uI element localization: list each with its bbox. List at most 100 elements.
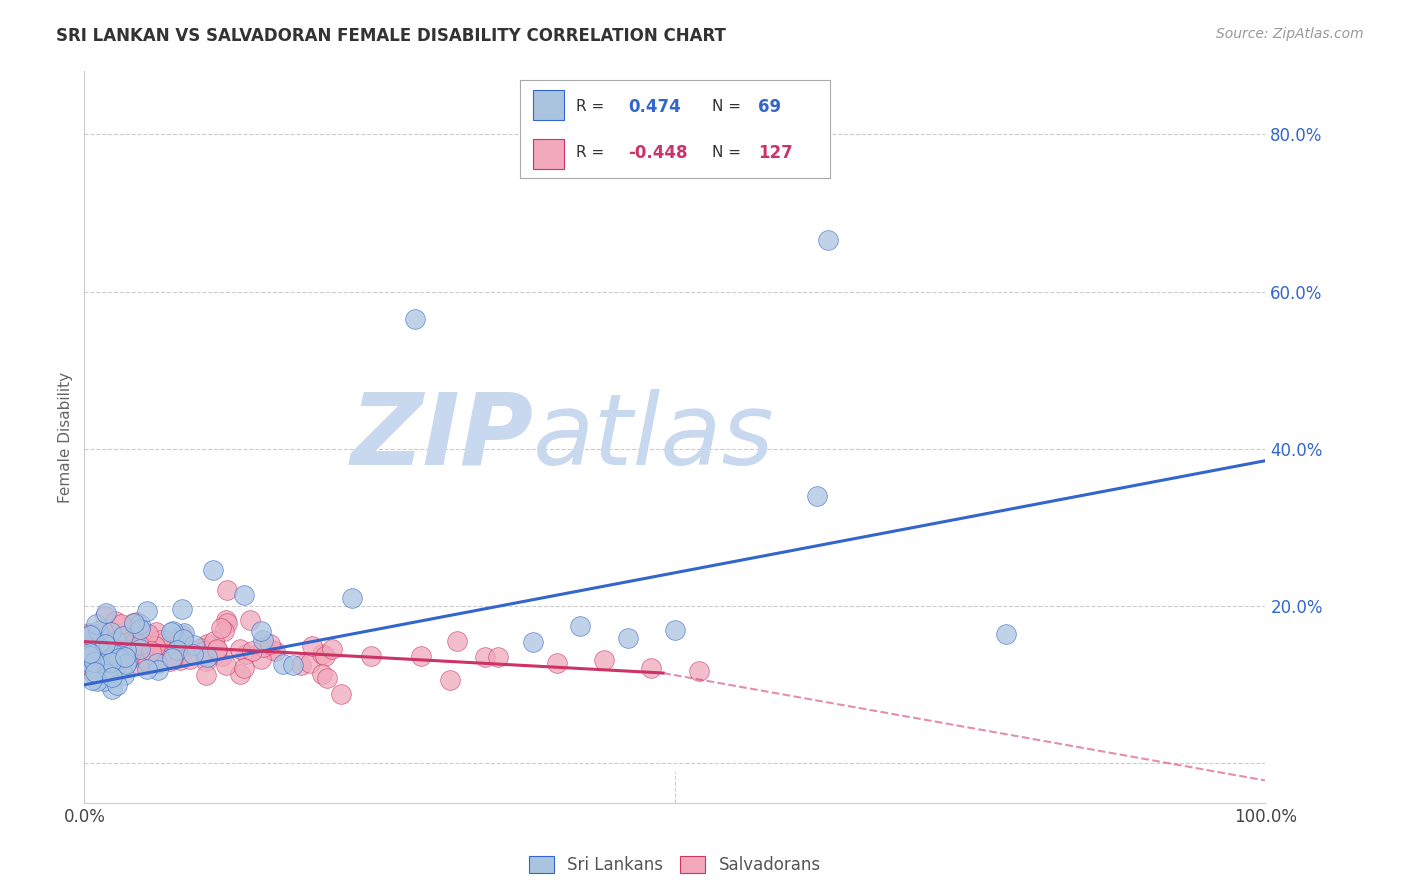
Point [311, 666, 333, 681]
Point [79, 656, 101, 670]
Point [301, 640, 323, 654]
Point [96, 666, 118, 681]
Point [252, 632, 274, 647]
Point [205, 642, 228, 657]
Point [107, 640, 129, 654]
Point [181, 647, 204, 661]
Point [183, 638, 205, 652]
Point [235, 647, 257, 661]
Point [82, 673, 104, 687]
Point [190, 641, 212, 656]
Point [160, 624, 183, 639]
Point [179, 651, 201, 665]
Point [124, 635, 146, 649]
Point [101, 629, 124, 643]
Point [114, 646, 136, 660]
Point [117, 652, 139, 666]
Point [79, 628, 101, 642]
Text: 0.474: 0.474 [628, 98, 682, 116]
Point [165, 640, 187, 655]
Point [546, 656, 568, 670]
Point [110, 652, 132, 666]
Point [994, 626, 1017, 640]
Point [94, 637, 117, 651]
Point [77, 655, 100, 669]
Point [136, 655, 159, 669]
Point [97, 640, 120, 655]
Point [148, 632, 170, 647]
Y-axis label: Female Disability: Female Disability [58, 371, 73, 503]
Point [127, 650, 149, 665]
Point [129, 641, 152, 656]
Point [616, 631, 638, 645]
Point [273, 657, 295, 671]
Point [77, 640, 100, 654]
Point [101, 670, 124, 684]
Point [569, 619, 592, 633]
Point [194, 654, 217, 668]
Point [77, 640, 100, 654]
Point [249, 652, 271, 666]
Point [201, 562, 224, 576]
Point [98, 640, 121, 654]
Point [101, 643, 124, 657]
Point [94, 628, 117, 642]
Point [105, 634, 128, 648]
Point [298, 657, 321, 671]
Point [474, 649, 496, 664]
Point [321, 641, 343, 656]
Point [121, 635, 143, 649]
FancyBboxPatch shape [533, 139, 564, 169]
Point [104, 642, 127, 657]
Point [115, 643, 138, 657]
Point [124, 615, 146, 630]
Point [162, 624, 184, 638]
Point [486, 650, 509, 665]
Point [209, 621, 232, 635]
Point [80, 628, 103, 642]
Point [211, 649, 233, 664]
Point [80, 638, 103, 652]
Point [593, 653, 616, 667]
Point [281, 657, 304, 672]
Point [129, 622, 152, 636]
Point [104, 614, 127, 628]
Point [79, 649, 101, 664]
Point [259, 637, 281, 651]
Point [212, 624, 235, 638]
Point [97, 657, 120, 671]
Point [112, 649, 135, 664]
Point [103, 632, 125, 646]
Point [163, 635, 186, 649]
Point [127, 615, 149, 630]
Point [100, 655, 122, 669]
Point [114, 631, 136, 645]
Point [146, 657, 169, 671]
Point [115, 637, 138, 651]
Point [121, 659, 143, 673]
Text: 127: 127 [758, 144, 793, 161]
Point [101, 682, 124, 697]
Point [242, 644, 264, 658]
Text: Source: ZipAtlas.com: Source: ZipAtlas.com [1216, 27, 1364, 41]
Point [79, 657, 101, 671]
Point [215, 657, 238, 672]
Point [215, 583, 238, 598]
Text: -0.448: -0.448 [628, 144, 688, 161]
Point [688, 664, 710, 678]
Point [404, 312, 426, 326]
Point [120, 637, 142, 651]
Point [100, 624, 122, 639]
Point [104, 650, 127, 665]
Point [105, 648, 128, 663]
Point [522, 634, 544, 648]
Text: R =: R = [576, 99, 605, 114]
Point [115, 655, 138, 669]
Point [104, 657, 127, 671]
Point [360, 648, 382, 663]
Point [330, 687, 353, 701]
Point [229, 666, 252, 681]
Point [110, 616, 132, 631]
Point [110, 629, 132, 643]
Point [156, 632, 179, 647]
